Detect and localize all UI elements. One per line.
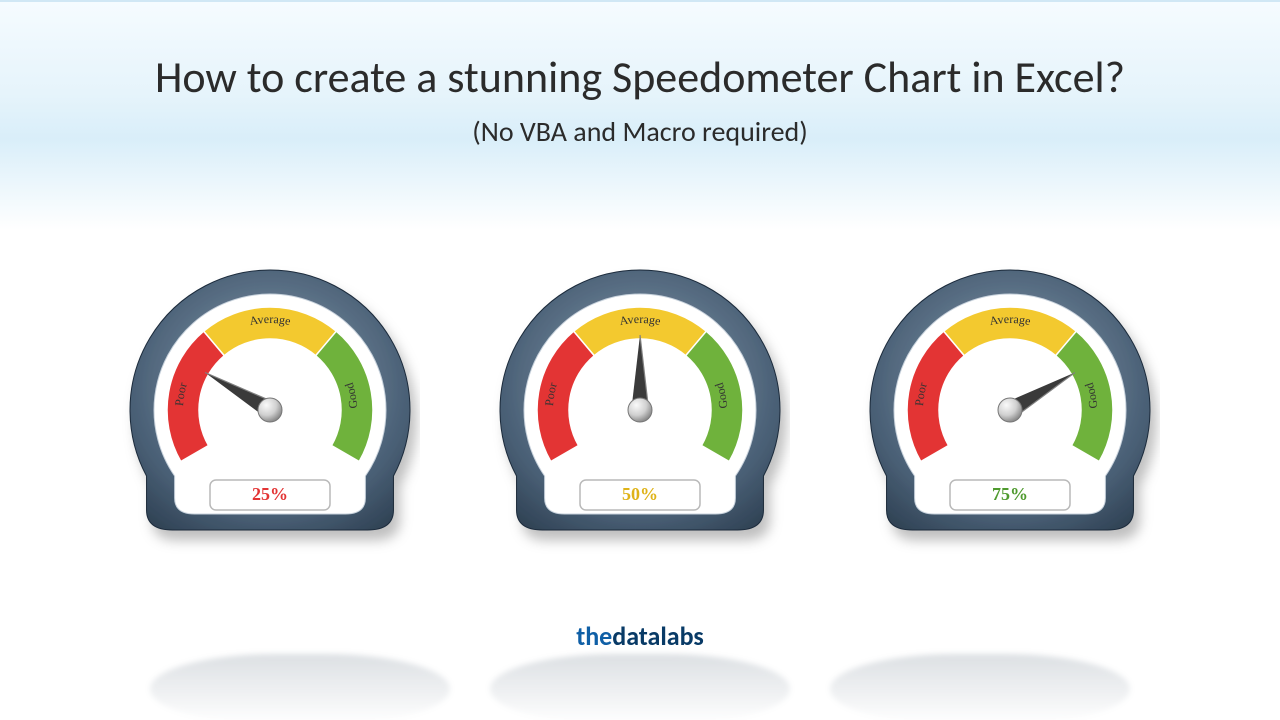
- gauge-sector-label: Average: [618, 312, 662, 328]
- gauge-sector-label: Average: [248, 312, 292, 328]
- brand-part1: the: [576, 620, 612, 652]
- gauge-value: 50%: [622, 484, 658, 504]
- gauge-pivot: [258, 398, 282, 422]
- gauge-sector-label: Average: [988, 312, 1032, 328]
- page-title: How to create a stunning Speedometer Cha…: [0, 2, 1280, 104]
- brand-part2: datalabs: [612, 620, 704, 652]
- gauge-row: PoorAverageGood25% PoorAverageGood50% Po…: [0, 260, 1280, 600]
- brand-logo: thedatalabs: [0, 620, 1280, 652]
- reflection-2: [490, 654, 790, 720]
- gauge-average: PoorAverageGood50%: [490, 260, 790, 600]
- gauge-good: PoorAverageGood75%: [860, 260, 1160, 600]
- gauge-pivot: [628, 398, 652, 422]
- page: { "viewport":{"w":1280,"h":720}, "header…: [0, 0, 1280, 720]
- gauge-poor: PoorAverageGood25%: [120, 260, 420, 600]
- reflection-3: [830, 654, 1130, 720]
- gauge-value: 75%: [992, 484, 1028, 504]
- gauge-pivot: [998, 398, 1022, 422]
- header-banner: How to create a stunning Speedometer Cha…: [0, 0, 1280, 230]
- gauge-value: 25%: [252, 484, 288, 504]
- floor-reflection: [0, 654, 1280, 720]
- reflection-1: [150, 654, 450, 720]
- page-subtitle: (No VBA and Macro required): [0, 114, 1280, 149]
